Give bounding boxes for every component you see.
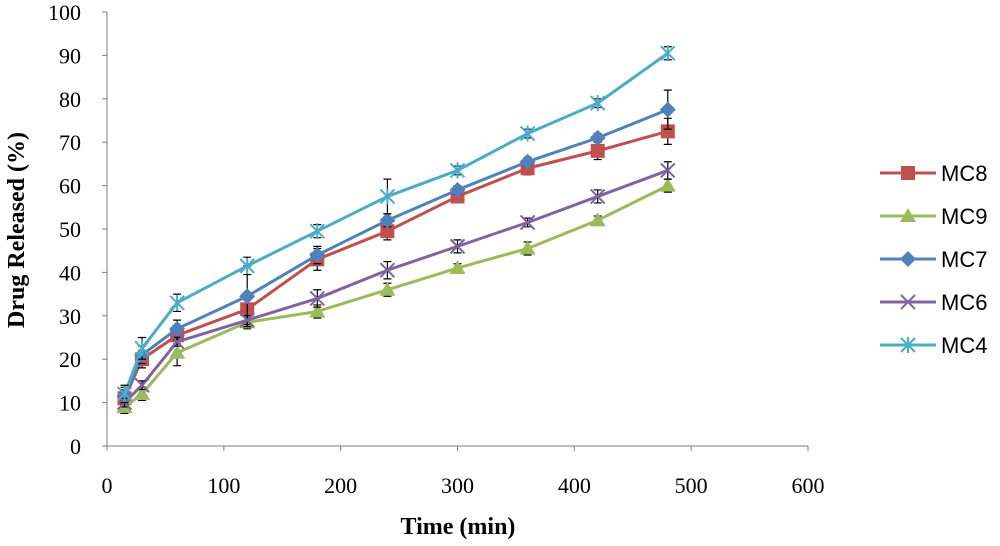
data-point-mc6 <box>660 162 676 179</box>
y-tick-label: 90 <box>59 43 81 68</box>
x-tick-label: 300 <box>441 473 474 498</box>
data-point-mc7 <box>519 153 536 170</box>
y-tick-label: 80 <box>59 87 81 112</box>
legend-label-mc6: MC6 <box>941 290 987 315</box>
data-point-mc7 <box>449 181 466 198</box>
y-tick-label: 60 <box>59 174 81 199</box>
data-point-mc8 <box>660 124 675 139</box>
legend-marker-mc4 <box>900 337 916 353</box>
data-point-mc4 <box>589 95 606 112</box>
x-tick-label: 400 <box>558 473 591 498</box>
data-point-mc4 <box>519 125 536 142</box>
legend-label-mc9: MC9 <box>941 204 987 229</box>
data-point-mc6 <box>309 290 326 307</box>
legend-marker-mc6 <box>900 294 916 310</box>
data-point-mc4 <box>309 223 326 240</box>
plot-area: 0 10 20 30 40 50 60 70 80 90 100 0 100 200 300 400 500 60… <box>48 0 825 498</box>
data-point-mc9 <box>449 260 466 275</box>
data-point-mc6 <box>449 238 466 255</box>
x-tick-label: 200 <box>324 473 357 498</box>
data-point-mc9 <box>589 212 606 227</box>
data-point-mc9 <box>659 177 676 192</box>
data-point-mc9 <box>379 281 396 296</box>
y-axis-title: Drug Released (%) <box>4 132 30 328</box>
x-tick-label: 100 <box>207 473 240 498</box>
data-point-mc6 <box>134 377 150 393</box>
y-tick-label: 40 <box>59 260 81 285</box>
series-line-mc6 <box>123 169 669 404</box>
x-tick-label: 600 <box>792 473 825 498</box>
data-point-mc4 <box>449 162 466 179</box>
data-point-mc7 <box>379 212 396 229</box>
data-point-mc6 <box>589 188 606 205</box>
data-point-mc6 <box>239 312 255 328</box>
data-point-mc8 <box>590 143 605 158</box>
legend-label-mc4: MC4 <box>941 333 987 358</box>
legend-marker-mc7 <box>900 251 916 267</box>
data-point-mc9 <box>169 344 186 359</box>
data-point-mc4 <box>379 188 396 205</box>
y-tick-label: 0 <box>70 434 81 459</box>
data-point-mc4 <box>239 257 255 274</box>
x-tick-label: 500 <box>675 473 708 498</box>
x-tick-label: 0 <box>102 473 113 498</box>
series-line-mc9 <box>123 184 669 409</box>
legend: MC8 MC9 MC7 MC6 MC4 <box>880 161 987 358</box>
y-tick-label: 50 <box>59 217 81 242</box>
data-point-mc7 <box>659 101 676 118</box>
legend-marker-mc8 <box>901 166 915 180</box>
data-point-mc6 <box>379 262 396 278</box>
data-point-mc7 <box>589 129 606 146</box>
x-axis-title: Time (min) <box>401 514 516 540</box>
legend-label-mc8: MC8 <box>941 161 987 186</box>
y-tick-label: 100 <box>48 0 81 25</box>
y-tick-label: 30 <box>59 304 81 329</box>
data-point-mc4 <box>660 45 676 62</box>
data-point-mc4 <box>169 294 185 311</box>
legend-label-mc7: MC7 <box>941 247 987 272</box>
y-tick-label: 20 <box>59 347 81 372</box>
data-point-mc7 <box>169 320 186 337</box>
data-point-mc8 <box>380 224 395 239</box>
data-point-mc4 <box>134 340 150 357</box>
data-point-mc6 <box>169 334 185 350</box>
series-line-mc7 <box>123 108 669 397</box>
y-tick-label: 10 <box>59 391 81 416</box>
data-point-mc9 <box>519 240 536 255</box>
series-line-mc8 <box>123 129 669 399</box>
data-point-mc9 <box>134 385 151 400</box>
series-line-mc4 <box>123 52 669 395</box>
data-point-mc9 <box>309 303 326 318</box>
y-tick-label: 70 <box>59 130 81 155</box>
data-point-mc7 <box>309 247 326 264</box>
legend-marker-mc9 <box>900 208 916 222</box>
data-point-mc6 <box>519 214 536 231</box>
data-point-mc4 <box>116 385 133 402</box>
data-point-mc7 <box>239 288 256 305</box>
